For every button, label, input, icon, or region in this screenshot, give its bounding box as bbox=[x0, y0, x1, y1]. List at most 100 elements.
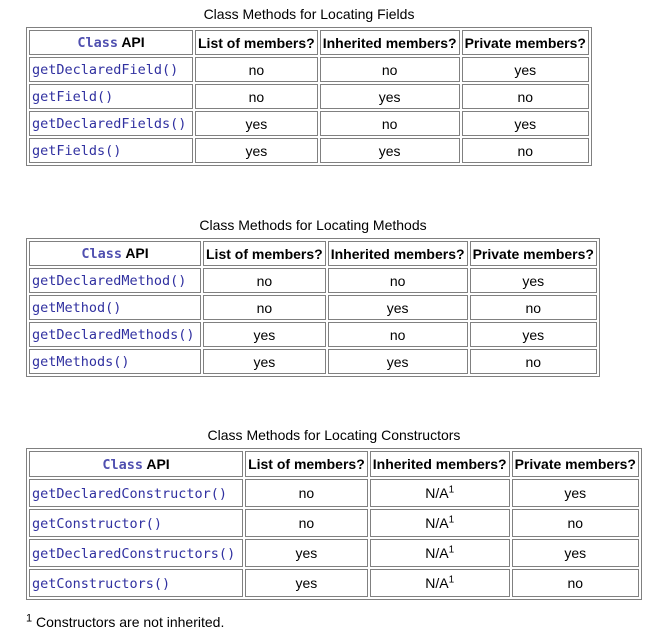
list-members-cell: no bbox=[203, 295, 326, 320]
inherited-members-cell: N/A1 bbox=[369, 509, 510, 537]
api-method-name: getConstructor() bbox=[32, 515, 163, 532]
list-members-cell: yes bbox=[203, 322, 326, 347]
private-members-cell: no bbox=[511, 569, 639, 597]
list-members-cell: yes bbox=[245, 539, 368, 567]
constructors-table-block: Class Methods for Locating Constructors … bbox=[26, 427, 642, 600]
list-members-cell: no bbox=[195, 84, 318, 109]
api-cell: getFields() bbox=[29, 138, 193, 163]
fields-table-block: Class Methods for Locating Fields Class … bbox=[26, 6, 592, 166]
header-class-api: Class API bbox=[29, 30, 193, 55]
table-row: getField() no yes no bbox=[29, 84, 589, 109]
api-method-name: getDeclaredFields() bbox=[32, 116, 187, 132]
table-row: getConstructor() no N/A1 no bbox=[29, 509, 639, 537]
inherited-members-cell: no bbox=[319, 57, 460, 82]
api-cell: getMethods() bbox=[29, 349, 201, 374]
footnote-marker: 1 bbox=[448, 544, 455, 556]
header-private-members: Private members? bbox=[469, 241, 597, 266]
header-inherited-members: Inherited members? bbox=[327, 241, 468, 266]
footnote-text: Constructors are not inherited. bbox=[32, 614, 225, 630]
api-method-name: getDeclaredConstructors() bbox=[32, 545, 236, 562]
api-cell: getDeclaredConstructors() bbox=[29, 539, 244, 567]
list-members-cell: no bbox=[203, 268, 326, 293]
header-list-members: List of members? bbox=[195, 30, 318, 55]
methods-table: Class API List of members? Inherited mem… bbox=[26, 238, 600, 377]
inherited-value: N/A bbox=[425, 575, 449, 591]
header-class-code: Class bbox=[81, 246, 122, 262]
table-row: getDeclaredFields() yes no yes bbox=[29, 111, 589, 136]
api-method-name: getDeclaredMethods() bbox=[32, 327, 195, 343]
private-members-cell: yes bbox=[511, 539, 639, 567]
inherited-members-cell: yes bbox=[327, 349, 468, 374]
private-members-cell: yes bbox=[461, 57, 589, 82]
private-members-cell: yes bbox=[469, 268, 597, 293]
api-method-name: getDeclaredMethod() bbox=[32, 273, 187, 289]
private-members-cell: yes bbox=[461, 111, 589, 136]
header-class-code: Class bbox=[102, 456, 143, 473]
inherited-value: N/A bbox=[425, 545, 449, 561]
api-method-name: getDeclaredConstructor() bbox=[32, 485, 228, 502]
inherited-members-cell: no bbox=[327, 322, 468, 347]
private-members-cell: no bbox=[511, 509, 639, 537]
list-members-cell: yes bbox=[195, 111, 318, 136]
methods-table-block: Class Methods for Locating Methods Class… bbox=[26, 217, 600, 377]
table-row: getConstructors() yes N/A1 no bbox=[29, 569, 639, 597]
api-cell: getConstructor() bbox=[29, 509, 244, 537]
api-cell: getDeclaredField() bbox=[29, 57, 193, 82]
inherited-members-cell: yes bbox=[327, 295, 468, 320]
inherited-members-cell: N/A1 bbox=[369, 479, 510, 507]
private-members-cell: yes bbox=[469, 322, 597, 347]
inherited-members-cell: yes bbox=[319, 138, 460, 163]
inherited-value: N/A bbox=[425, 515, 449, 531]
constructors-table-caption: Class Methods for Locating Constructors bbox=[207, 427, 461, 443]
constructors-table: Class API List of members? Inherited mem… bbox=[26, 448, 642, 600]
private-members-cell: yes bbox=[511, 479, 639, 507]
header-inherited-members: Inherited members? bbox=[319, 30, 460, 55]
footnote: 1 Constructors are not inherited. bbox=[26, 612, 225, 630]
table-row: getFields() yes yes no bbox=[29, 138, 589, 163]
table-row: getMethod() no yes no bbox=[29, 295, 597, 320]
table-header-row: Class API List of members? Inherited mem… bbox=[29, 30, 589, 55]
private-members-cell: no bbox=[469, 349, 597, 374]
header-list-members: List of members? bbox=[245, 451, 368, 477]
fields-table: Class API List of members? Inherited mem… bbox=[26, 27, 592, 166]
inherited-value: N/A bbox=[425, 485, 449, 501]
header-inherited-members: Inherited members? bbox=[369, 451, 510, 477]
inherited-members-cell: no bbox=[327, 268, 468, 293]
header-api-text: API bbox=[142, 455, 170, 472]
header-api-text: API bbox=[121, 245, 149, 261]
api-method-name: getDeclaredField() bbox=[32, 62, 179, 78]
inherited-members-cell: N/A1 bbox=[369, 539, 510, 567]
list-members-cell: yes bbox=[245, 569, 368, 597]
private-members-cell: no bbox=[461, 84, 589, 109]
api-cell: getDeclaredMethods() bbox=[29, 322, 201, 347]
list-members-cell: yes bbox=[195, 138, 318, 163]
api-cell: getMethod() bbox=[29, 295, 201, 320]
list-members-cell: no bbox=[195, 57, 318, 82]
private-members-cell: no bbox=[461, 138, 589, 163]
api-cell: getDeclaredConstructor() bbox=[29, 479, 244, 507]
api-cell: getConstructors() bbox=[29, 569, 244, 597]
footnote-marker: 1 bbox=[448, 514, 455, 526]
footnote-number: 1 bbox=[26, 612, 33, 625]
table-row: getDeclaredMethods() yes no yes bbox=[29, 322, 597, 347]
list-members-cell: no bbox=[245, 509, 368, 537]
private-members-cell: no bbox=[469, 295, 597, 320]
header-private-members: Private members? bbox=[511, 451, 639, 477]
header-api-text: API bbox=[117, 34, 145, 50]
inherited-members-cell: no bbox=[319, 111, 460, 136]
header-class-api: Class API bbox=[29, 241, 201, 266]
list-members-cell: yes bbox=[203, 349, 326, 374]
api-cell: getField() bbox=[29, 84, 193, 109]
table-row: getDeclaredConstructors() yes N/A1 yes bbox=[29, 539, 639, 567]
table-row: getDeclaredMethod() no no yes bbox=[29, 268, 597, 293]
inherited-members-cell: yes bbox=[319, 84, 460, 109]
api-method-name: getFields() bbox=[32, 143, 122, 159]
fields-table-caption: Class Methods for Locating Fields bbox=[203, 6, 415, 22]
header-list-members: List of members? bbox=[203, 241, 326, 266]
table-row: getDeclaredField() no no yes bbox=[29, 57, 589, 82]
api-method-name: getConstructors() bbox=[32, 575, 171, 592]
api-method-name: getField() bbox=[32, 89, 114, 105]
table-header-row: Class API List of members? Inherited mem… bbox=[29, 451, 639, 477]
api-method-name: getMethod() bbox=[32, 300, 122, 316]
list-members-cell: no bbox=[245, 479, 368, 507]
